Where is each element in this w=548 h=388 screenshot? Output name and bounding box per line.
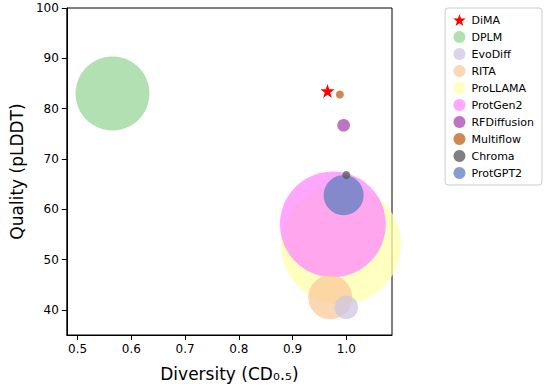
svg-text:Quality (pLDDT): Quality (pLDDT) xyxy=(7,103,27,239)
svg-text:ProtGen2: ProtGen2 xyxy=(471,99,522,112)
svg-text:50: 50 xyxy=(44,253,59,267)
svg-text:90: 90 xyxy=(44,51,59,65)
svg-text:0.8: 0.8 xyxy=(229,342,248,356)
svg-text:DiMA: DiMA xyxy=(471,14,500,27)
svg-text:RFDiffusion: RFDiffusion xyxy=(471,116,534,129)
svg-text:RITA: RITA xyxy=(471,65,496,78)
svg-text:Diversity (CD₀.₅): Diversity (CD₀.₅) xyxy=(160,364,298,384)
svg-text:EvoDiff: EvoDiff xyxy=(471,48,511,61)
svg-text:ProtGPT2: ProtGPT2 xyxy=(471,167,522,180)
svg-text:0.9: 0.9 xyxy=(283,342,302,356)
svg-text:1.0: 1.0 xyxy=(337,342,356,356)
svg-text:Multiflow: Multiflow xyxy=(471,133,521,146)
svg-text:0.5: 0.5 xyxy=(68,342,87,356)
svg-text:0.7: 0.7 xyxy=(176,342,195,356)
svg-text:ProLLAMA: ProLLAMA xyxy=(471,82,526,95)
svg-text:DPLM: DPLM xyxy=(471,31,502,44)
svg-text:60: 60 xyxy=(44,202,59,216)
svg-text:Chroma: Chroma xyxy=(471,150,514,163)
svg-text:40: 40 xyxy=(44,303,59,317)
svg-text:80: 80 xyxy=(44,102,59,116)
svg-text:100: 100 xyxy=(36,1,59,15)
svg-text:0.6: 0.6 xyxy=(122,342,141,356)
svg-text:70: 70 xyxy=(44,152,59,166)
